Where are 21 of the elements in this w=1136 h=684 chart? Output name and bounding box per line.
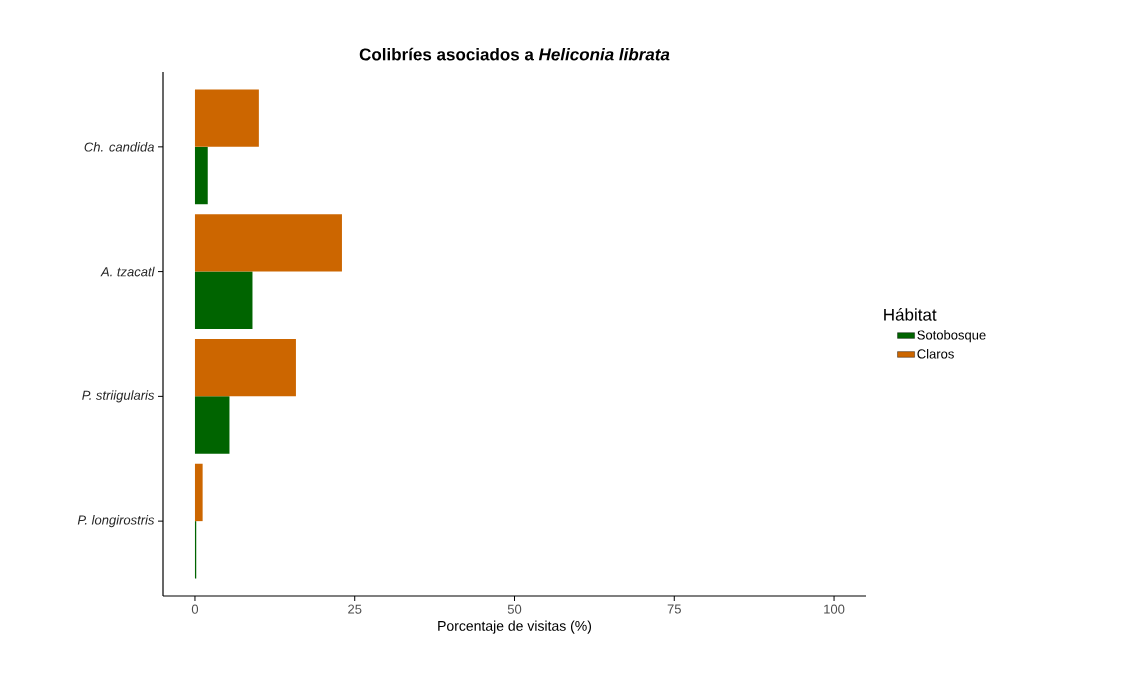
x-tick-label: 75	[667, 604, 681, 614]
x-axis-title: Porcentaje de visitas (%)	[438, 620, 592, 634]
bar	[194, 463, 203, 522]
chart-title: Colibríes asociados a Heliconia librata	[359, 47, 670, 61]
legend-label: Sotobosque	[917, 330, 986, 343]
y-tick-label: Ch. candida	[84, 142, 155, 152]
bar	[194, 146, 208, 205]
bar	[194, 338, 296, 397]
x-tick-label: 50	[507, 604, 522, 614]
bar	[194, 214, 342, 272]
bar	[194, 89, 259, 147]
y-tick-label: P. longirostris	[77, 515, 155, 528]
bar	[194, 271, 253, 329]
legend-title: Hábitat	[884, 308, 937, 321]
x-tick-label: 100	[824, 604, 845, 614]
bar	[194, 396, 230, 454]
y-tick-label: P. striigularis	[82, 390, 155, 403]
y-tick-label: A. tzacatl	[100, 266, 155, 277]
x-tick-label: 0	[191, 604, 199, 614]
x-tick-label: 25	[348, 604, 362, 614]
legend-label: Claros	[917, 348, 954, 359]
